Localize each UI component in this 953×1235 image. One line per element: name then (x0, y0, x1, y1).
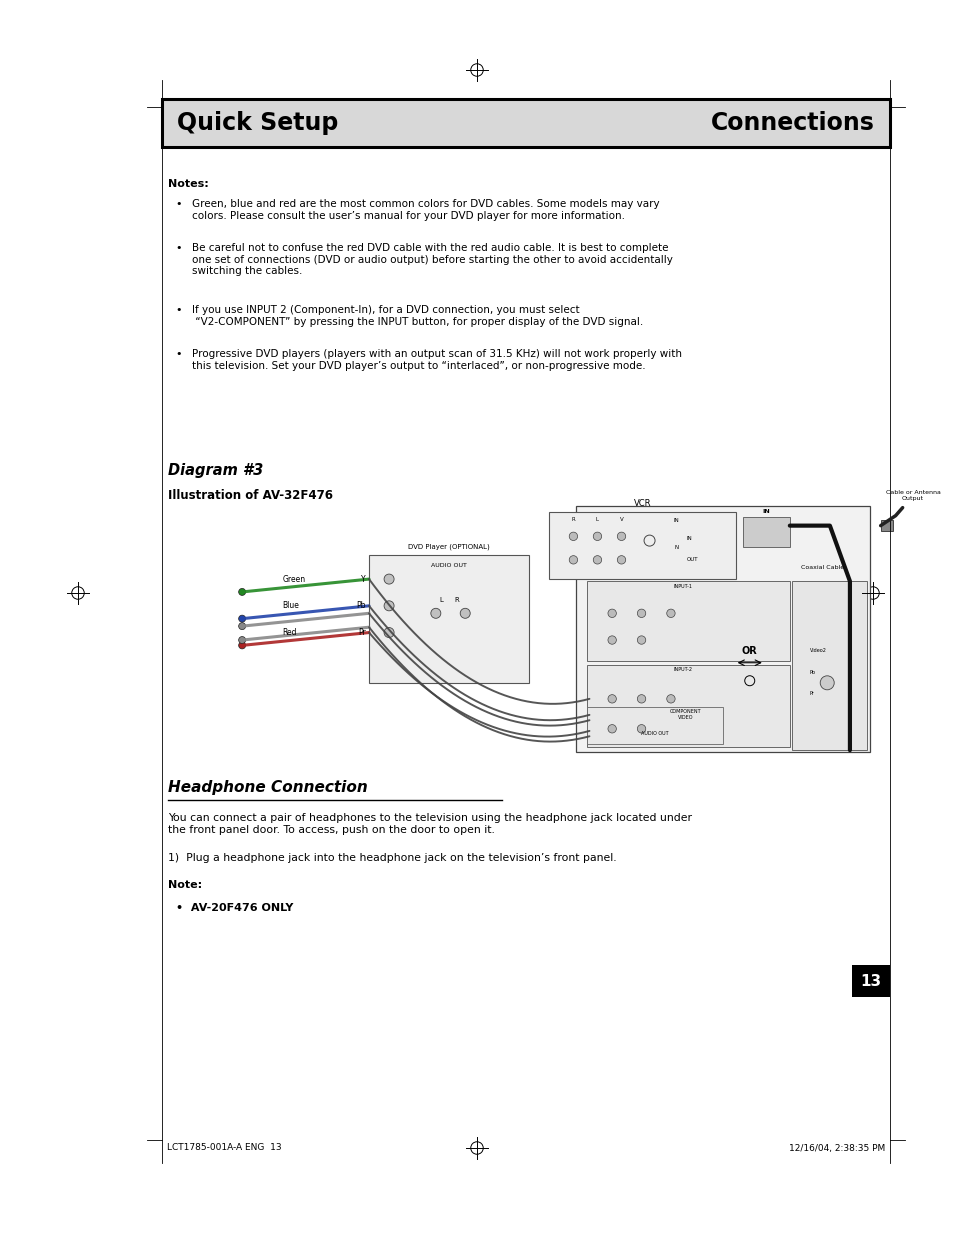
Circle shape (238, 636, 245, 643)
Text: Video2: Video2 (809, 648, 826, 653)
Text: Green, blue and red are the most common colors for DVD cables. Some models may v: Green, blue and red are the most common … (192, 199, 659, 221)
Text: OR: OR (741, 646, 757, 656)
Text: If you use INPUT 2 (Component-In), for a DVD connection, you must select
 “V2-CO: If you use INPUT 2 (Component-In), for a… (192, 305, 642, 327)
Bar (880, 520, 892, 531)
Bar (549, 511, 736, 579)
Circle shape (569, 532, 577, 541)
Bar (369, 555, 529, 683)
Bar (576, 506, 869, 752)
Text: Illustration of AV-32F476: Illustration of AV-32F476 (168, 489, 333, 501)
Text: L: L (596, 517, 598, 522)
Text: LCT1785-001A-A ENG  13: LCT1785-001A-A ENG 13 (167, 1144, 281, 1152)
Bar (742, 517, 789, 547)
Text: Quick Setup: Quick Setup (177, 111, 338, 135)
Circle shape (617, 532, 625, 541)
Text: Pb: Pb (356, 601, 366, 610)
Text: Progressive DVD players (players with an output scan of 31.5 KHz) will not work : Progressive DVD players (players with an… (192, 350, 681, 370)
Text: IN: IN (686, 536, 692, 541)
Text: You can connect a pair of headphones to the television using the headphone jack : You can connect a pair of headphones to … (168, 813, 691, 835)
Text: V: V (619, 517, 622, 522)
Text: INPUT-1: INPUT-1 (673, 584, 692, 589)
Text: •  AV-20F476 ONLY: • AV-20F476 ONLY (175, 903, 294, 913)
Text: DVD Player (OPTIONAL): DVD Player (OPTIONAL) (408, 543, 490, 551)
Text: Note:: Note: (168, 881, 202, 890)
Text: OUT: OUT (686, 557, 698, 562)
Text: AUDIO OUT: AUDIO OUT (431, 563, 467, 568)
Circle shape (238, 642, 245, 648)
Circle shape (637, 609, 645, 618)
Circle shape (459, 609, 470, 619)
Text: Y: Y (361, 574, 366, 584)
Circle shape (607, 609, 616, 618)
Circle shape (637, 725, 645, 734)
Text: Headphone Connection: Headphone Connection (168, 781, 367, 795)
Text: AUDIO OUT: AUDIO OUT (640, 731, 668, 736)
Text: Green: Green (282, 574, 305, 584)
Circle shape (593, 532, 601, 541)
Circle shape (569, 556, 577, 564)
Bar (162, 99, 889, 147)
Circle shape (384, 627, 394, 637)
Text: Notes:: Notes: (168, 179, 209, 189)
Circle shape (666, 609, 675, 618)
Circle shape (238, 615, 245, 622)
Text: INPUT-2: INPUT-2 (673, 667, 692, 672)
Circle shape (820, 676, 833, 690)
Text: •: • (174, 305, 181, 315)
Circle shape (637, 694, 645, 703)
Circle shape (384, 600, 394, 611)
Text: •: • (174, 243, 181, 253)
Text: Connections: Connections (710, 111, 874, 135)
Text: IN: IN (761, 509, 769, 514)
Circle shape (431, 609, 440, 619)
Circle shape (607, 694, 616, 703)
Text: Be careful not to confuse the red DVD cable with the red audio cable. It is best: Be careful not to confuse the red DVD ca… (192, 243, 672, 277)
Text: R: R (455, 598, 459, 604)
Text: 1)  Plug a headphone jack into the headphone jack on the television’s front pane: 1) Plug a headphone jack into the headph… (168, 853, 616, 863)
Text: Diagram #3: Diagram #3 (168, 463, 263, 478)
Text: •: • (174, 350, 181, 359)
Circle shape (637, 636, 645, 645)
Text: Pb: Pb (809, 669, 815, 674)
Text: R: R (571, 517, 575, 522)
Circle shape (617, 556, 625, 564)
Text: 13: 13 (860, 973, 881, 988)
Bar (792, 582, 866, 750)
Circle shape (593, 556, 601, 564)
Text: Coaxial Cable: Coaxial Cable (800, 566, 842, 571)
Circle shape (384, 574, 394, 584)
Text: 12/16/04, 2:38:35 PM: 12/16/04, 2:38:35 PM (788, 1144, 884, 1152)
Text: IN: IN (673, 517, 679, 522)
Text: N: N (674, 545, 678, 550)
Circle shape (666, 694, 675, 703)
Bar (586, 708, 722, 743)
Text: Blue: Blue (282, 601, 299, 610)
Bar (586, 582, 789, 662)
Circle shape (607, 725, 616, 734)
Bar (586, 664, 789, 747)
Circle shape (238, 622, 245, 630)
Text: Cable or Antenna
Output: Cable or Antenna Output (884, 490, 940, 501)
Circle shape (238, 588, 245, 595)
Text: VCR: VCR (634, 499, 651, 508)
Text: COMPONENT
VIDEO: COMPONENT VIDEO (669, 709, 700, 720)
Text: Pr: Pr (358, 629, 366, 637)
Circle shape (607, 636, 616, 645)
Text: L: L (438, 598, 442, 604)
Text: Red: Red (282, 629, 296, 637)
Bar (851, 965, 889, 997)
Text: Pr: Pr (809, 692, 814, 697)
Text: •: • (174, 199, 181, 209)
